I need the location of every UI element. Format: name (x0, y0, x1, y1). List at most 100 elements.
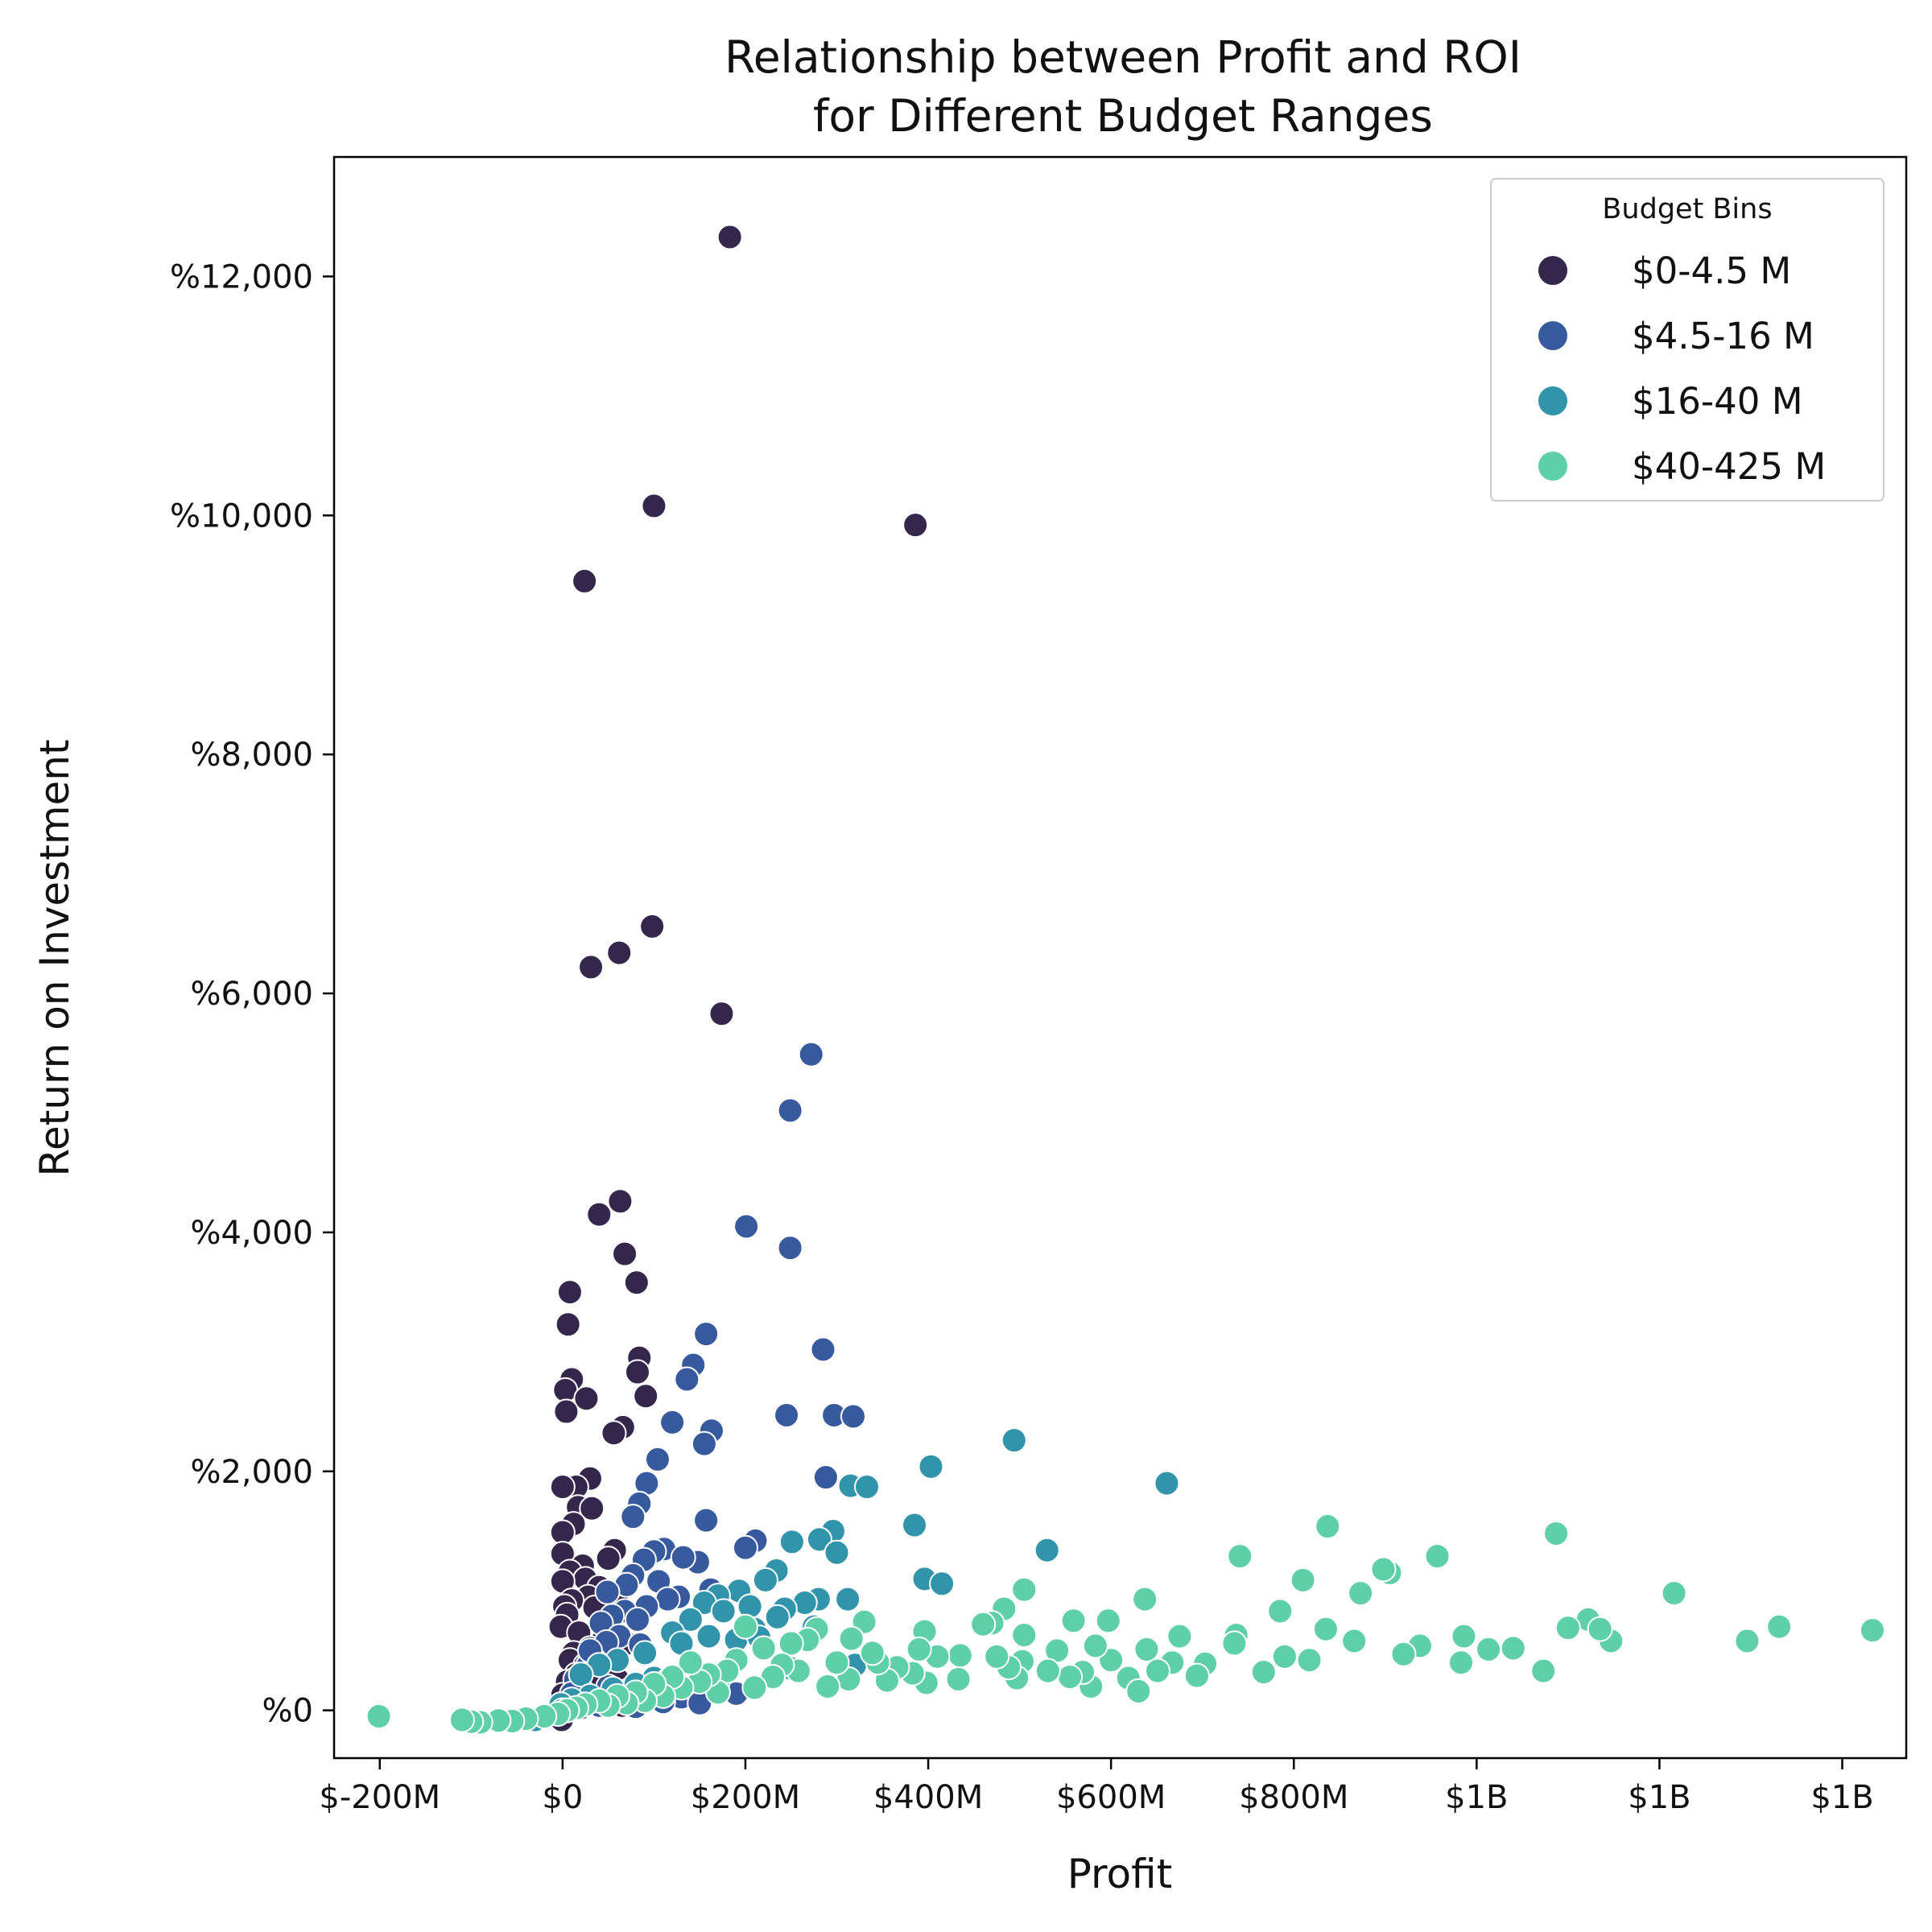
legend-entries: $0-4.5 M $4.5-16 M $16-40 M $40-425 M (1537, 250, 1826, 488)
data-point (1271, 1643, 1298, 1670)
data-point (595, 1546, 621, 1572)
data-point (708, 1001, 735, 1027)
series-3 (365, 1513, 1885, 1736)
data-point (929, 1571, 956, 1597)
data-point (902, 1512, 928, 1538)
data-point (1290, 1567, 1316, 1593)
x-axis-label: Profit (1067, 1851, 1172, 1897)
data-point (1500, 1635, 1526, 1662)
data-point (612, 1241, 638, 1267)
data-points (365, 224, 1885, 1736)
data-point (778, 1529, 805, 1555)
data-point (1312, 1616, 1339, 1642)
data-point (902, 512, 929, 539)
data-point (555, 1311, 581, 1338)
data-point (1451, 1623, 1477, 1649)
data-point (1095, 1608, 1121, 1634)
x-tick-label: $1B (1810, 1779, 1873, 1816)
data-point (984, 1643, 1010, 1670)
y-axis-label: Return on Investment (31, 739, 78, 1176)
data-point (1448, 1649, 1475, 1676)
data-point (601, 1420, 627, 1447)
data-point (732, 1613, 758, 1640)
y-axis: %0 %2,000 %4,000 %6,000 %8,000 %10,000 %12,000 (170, 258, 334, 1730)
legend-box (1490, 178, 1885, 502)
data-point (1034, 1657, 1061, 1684)
y-tick-label: %4,000 (190, 1215, 313, 1252)
data-point (639, 913, 666, 939)
x-tick-label: $0 (542, 1779, 583, 1816)
y-tick-label: %8,000 (190, 737, 313, 774)
data-point (970, 1611, 997, 1637)
data-point (624, 1606, 650, 1633)
data-point (945, 1666, 972, 1693)
x-tick-label: $800M (1239, 1779, 1348, 1816)
data-point (1554, 1615, 1581, 1641)
data-point (633, 1383, 659, 1410)
legend-label: $40-425 M (1632, 445, 1826, 488)
data-point (1859, 1617, 1885, 1644)
data-point (624, 1359, 650, 1385)
data-point (733, 1213, 760, 1240)
x-axis: $-200M $0 $200M $400M $600M $800M $1B $1B $1B (319, 1758, 1874, 1816)
x-tick-label: $-200M (319, 1779, 440, 1816)
data-point (1587, 1616, 1613, 1642)
data-point (1133, 1636, 1160, 1662)
data-point (1221, 1630, 1248, 1657)
data-point (710, 1598, 737, 1624)
legend-label: $4.5-16 M (1632, 315, 1814, 357)
data-point (1183, 1662, 1210, 1689)
data-point (553, 1398, 580, 1425)
data-point (1370, 1556, 1397, 1583)
data-point (448, 1707, 475, 1733)
data-point (1034, 1537, 1060, 1563)
data-point (693, 1321, 720, 1348)
data-point (607, 1188, 634, 1215)
data-point (620, 1504, 646, 1530)
data-point (810, 1336, 836, 1363)
data-point (1766, 1613, 1793, 1640)
data-point (579, 1495, 605, 1521)
data-point (1661, 1580, 1687, 1607)
data-point (632, 1640, 658, 1666)
legend: Budget Bins $0-4.5 M $4.5-16 M $16-40 M $40… (1490, 178, 1885, 502)
data-point (840, 1403, 866, 1430)
data-point (1543, 1520, 1570, 1546)
chart-title-line-1: Relationship between Profit and ROI (724, 31, 1521, 83)
data-point (777, 1097, 803, 1124)
chart-title-line-2: for Different Budget Ranges (813, 90, 1433, 142)
data-point (798, 1041, 824, 1067)
legend-marker (1537, 320, 1569, 352)
data-point (835, 1586, 861, 1612)
data-point (693, 1507, 720, 1534)
data-point (1011, 1622, 1038, 1649)
data-point (752, 1567, 778, 1593)
data-point (549, 1474, 576, 1501)
data-point (1250, 1659, 1277, 1686)
data-point (606, 939, 633, 966)
data-point (568, 1662, 594, 1688)
data-point (1424, 1543, 1451, 1570)
data-point (947, 1642, 973, 1669)
x-tick-label: $1B (1628, 1779, 1690, 1816)
x-tick-label: $600M (1056, 1779, 1166, 1816)
data-point (691, 1430, 717, 1457)
data-point (824, 1539, 850, 1566)
data-point (556, 1279, 583, 1306)
y-tick-label: %12,000 (170, 258, 313, 295)
data-point (918, 1453, 944, 1480)
data-point (1296, 1647, 1323, 1674)
data-point (696, 1623, 722, 1649)
data-point (806, 1526, 832, 1553)
data-point (1315, 1513, 1341, 1540)
data-point (1476, 1636, 1502, 1662)
data-point (670, 1544, 696, 1571)
plot-frame (332, 155, 1908, 1760)
data-point (594, 1579, 621, 1605)
data-point (677, 1606, 704, 1633)
legend-marker (1537, 450, 1569, 482)
data-point (1060, 1608, 1087, 1634)
y-tick-label: %2,000 (190, 1454, 313, 1491)
x-tick-label: $200M (691, 1779, 800, 1816)
